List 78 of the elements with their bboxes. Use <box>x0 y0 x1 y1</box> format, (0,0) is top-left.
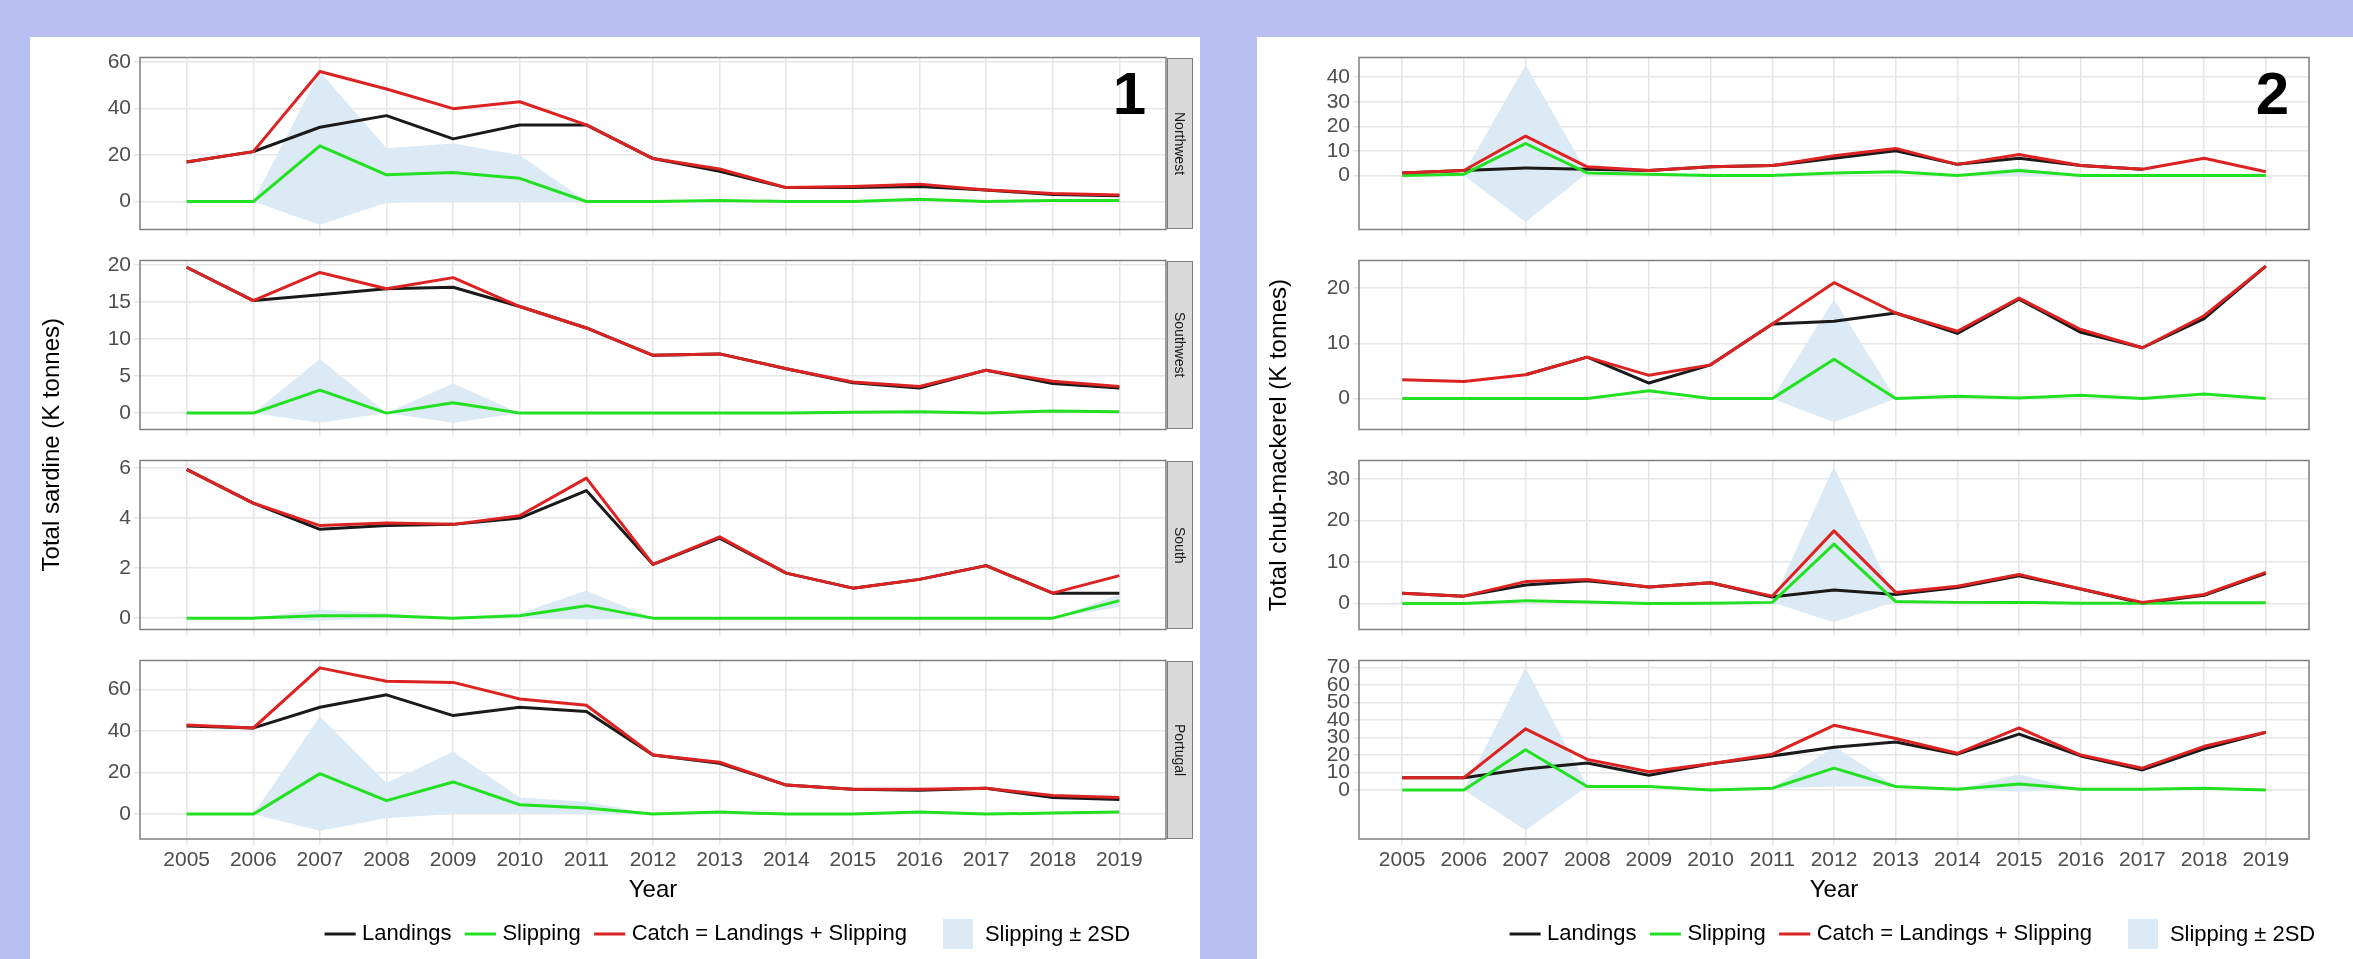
x-tick-label: 2011 <box>563 847 609 871</box>
y-tick-label: 0 <box>1338 162 1350 186</box>
x-axis-title: Year <box>628 875 678 903</box>
y-tick-label: 6 <box>119 454 131 478</box>
x-tick-label: 2008 <box>1563 847 1611 871</box>
y-tick-label: 0 <box>119 604 131 628</box>
legend-label: Slipping <box>502 920 581 946</box>
text: South <box>1172 526 1188 564</box>
legend-label: Landings <box>1547 920 1637 946</box>
y-tick-label: 10 <box>1326 330 1350 354</box>
x-tick-label: 2019 <box>1096 847 1143 871</box>
legend-label: Catch = Landings + Slipping <box>1816 920 2092 946</box>
x-tick-label: 2008 <box>363 847 410 871</box>
text: Portugal <box>1172 723 1188 776</box>
legend-label: Catch = Landings + Slipping <box>631 920 907 946</box>
text: Southwest <box>1172 312 1188 378</box>
x-tick-label: 2015 <box>1995 847 2043 871</box>
x-tick-label: 2007 <box>296 847 344 871</box>
y-tick-label: 15 <box>107 288 131 312</box>
text: Slipping ± 2SD <box>2169 921 2316 947</box>
y-tick-label: 0 <box>1338 590 1350 614</box>
y-tick-label: 30 <box>1326 88 1350 112</box>
x-tick-label: 2019 <box>2242 847 2290 871</box>
text: Slipping ± 2SD <box>984 921 1131 947</box>
y-tick-label: 40 <box>107 717 131 741</box>
x-axis-title: Year <box>1809 875 1859 903</box>
x-tick-label: 2011 <box>1749 847 1795 871</box>
x-tick-label: 2009 <box>429 847 477 871</box>
y-tick-label: 2 <box>119 554 131 578</box>
x-tick-label: 2013 <box>1872 847 1920 871</box>
legend-label: Slipping <box>1687 920 1766 946</box>
text: Northwest <box>1172 111 1188 175</box>
y-tick-label: 10 <box>1326 548 1350 572</box>
x-tick-label: 2006 <box>1440 847 1488 871</box>
x-tick-label: 2018 <box>2180 847 2228 871</box>
x-tick-label: 2012 <box>629 847 677 871</box>
y-tick-label: 20 <box>1326 113 1350 137</box>
y-tick-label: 20 <box>1326 274 1350 298</box>
y-axis-title: Total sardine (K tonnes) <box>37 318 65 572</box>
x-tick-label: 2005 <box>163 847 210 871</box>
y-tick-label: 70 <box>1326 654 1350 678</box>
x-tick-label: 2007 <box>1502 847 1549 871</box>
chart-subtitle: 2 <box>2255 60 2289 128</box>
y-tick-label: 0 <box>119 800 131 824</box>
x-tick-label: 2010 <box>1687 847 1734 871</box>
y-tick-label: 20 <box>107 759 131 783</box>
y-tick-label: 0 <box>119 399 131 423</box>
x-tick-label: 2014 <box>762 847 810 871</box>
x-tick-label: 2013 <box>696 847 743 871</box>
y-tick-label: 10 <box>107 325 131 349</box>
x-tick-label: 2017 <box>2119 847 2166 871</box>
y-tick-label: 40 <box>1326 64 1350 88</box>
x-tick-label: 2014 <box>1934 847 1982 871</box>
y-tick-label: 4 <box>119 504 132 528</box>
x-tick-label: 2005 <box>1378 847 1426 871</box>
y-tick-label: 60 <box>107 676 131 700</box>
y-tick-label: 30 <box>1326 465 1350 489</box>
y-tick-label: 0 <box>1338 385 1350 409</box>
y-tick-label: 60 <box>107 49 131 73</box>
x-tick-label: 2010 <box>496 847 544 871</box>
legend-label: Landings <box>362 920 452 946</box>
chart-subtitle: 1 <box>1112 60 1146 128</box>
x-tick-label: 2017 <box>962 847 1010 871</box>
x-tick-label: 2009 <box>1625 847 1673 871</box>
x-tick-label: 2012 <box>1810 847 1858 871</box>
y-tick-label: 20 <box>1326 507 1350 531</box>
y-tick-label: 40 <box>107 95 131 119</box>
x-tick-label: 2006 <box>229 847 277 871</box>
y-tick-label: 10 <box>1326 137 1350 161</box>
y-axis-title: Total chub-mackerel (K tonnes) <box>1264 278 1292 612</box>
y-tick-label: 20 <box>107 251 131 275</box>
x-tick-label: 2018 <box>1029 847 1077 871</box>
y-tick-label: 20 <box>107 141 131 165</box>
y-tick-label: 5 <box>119 362 131 386</box>
y-tick-label: 0 <box>119 188 131 212</box>
x-tick-label: 2016 <box>2057 847 2105 871</box>
x-tick-label: 2016 <box>896 847 943 871</box>
x-tick-label: 2015 <box>829 847 877 871</box>
